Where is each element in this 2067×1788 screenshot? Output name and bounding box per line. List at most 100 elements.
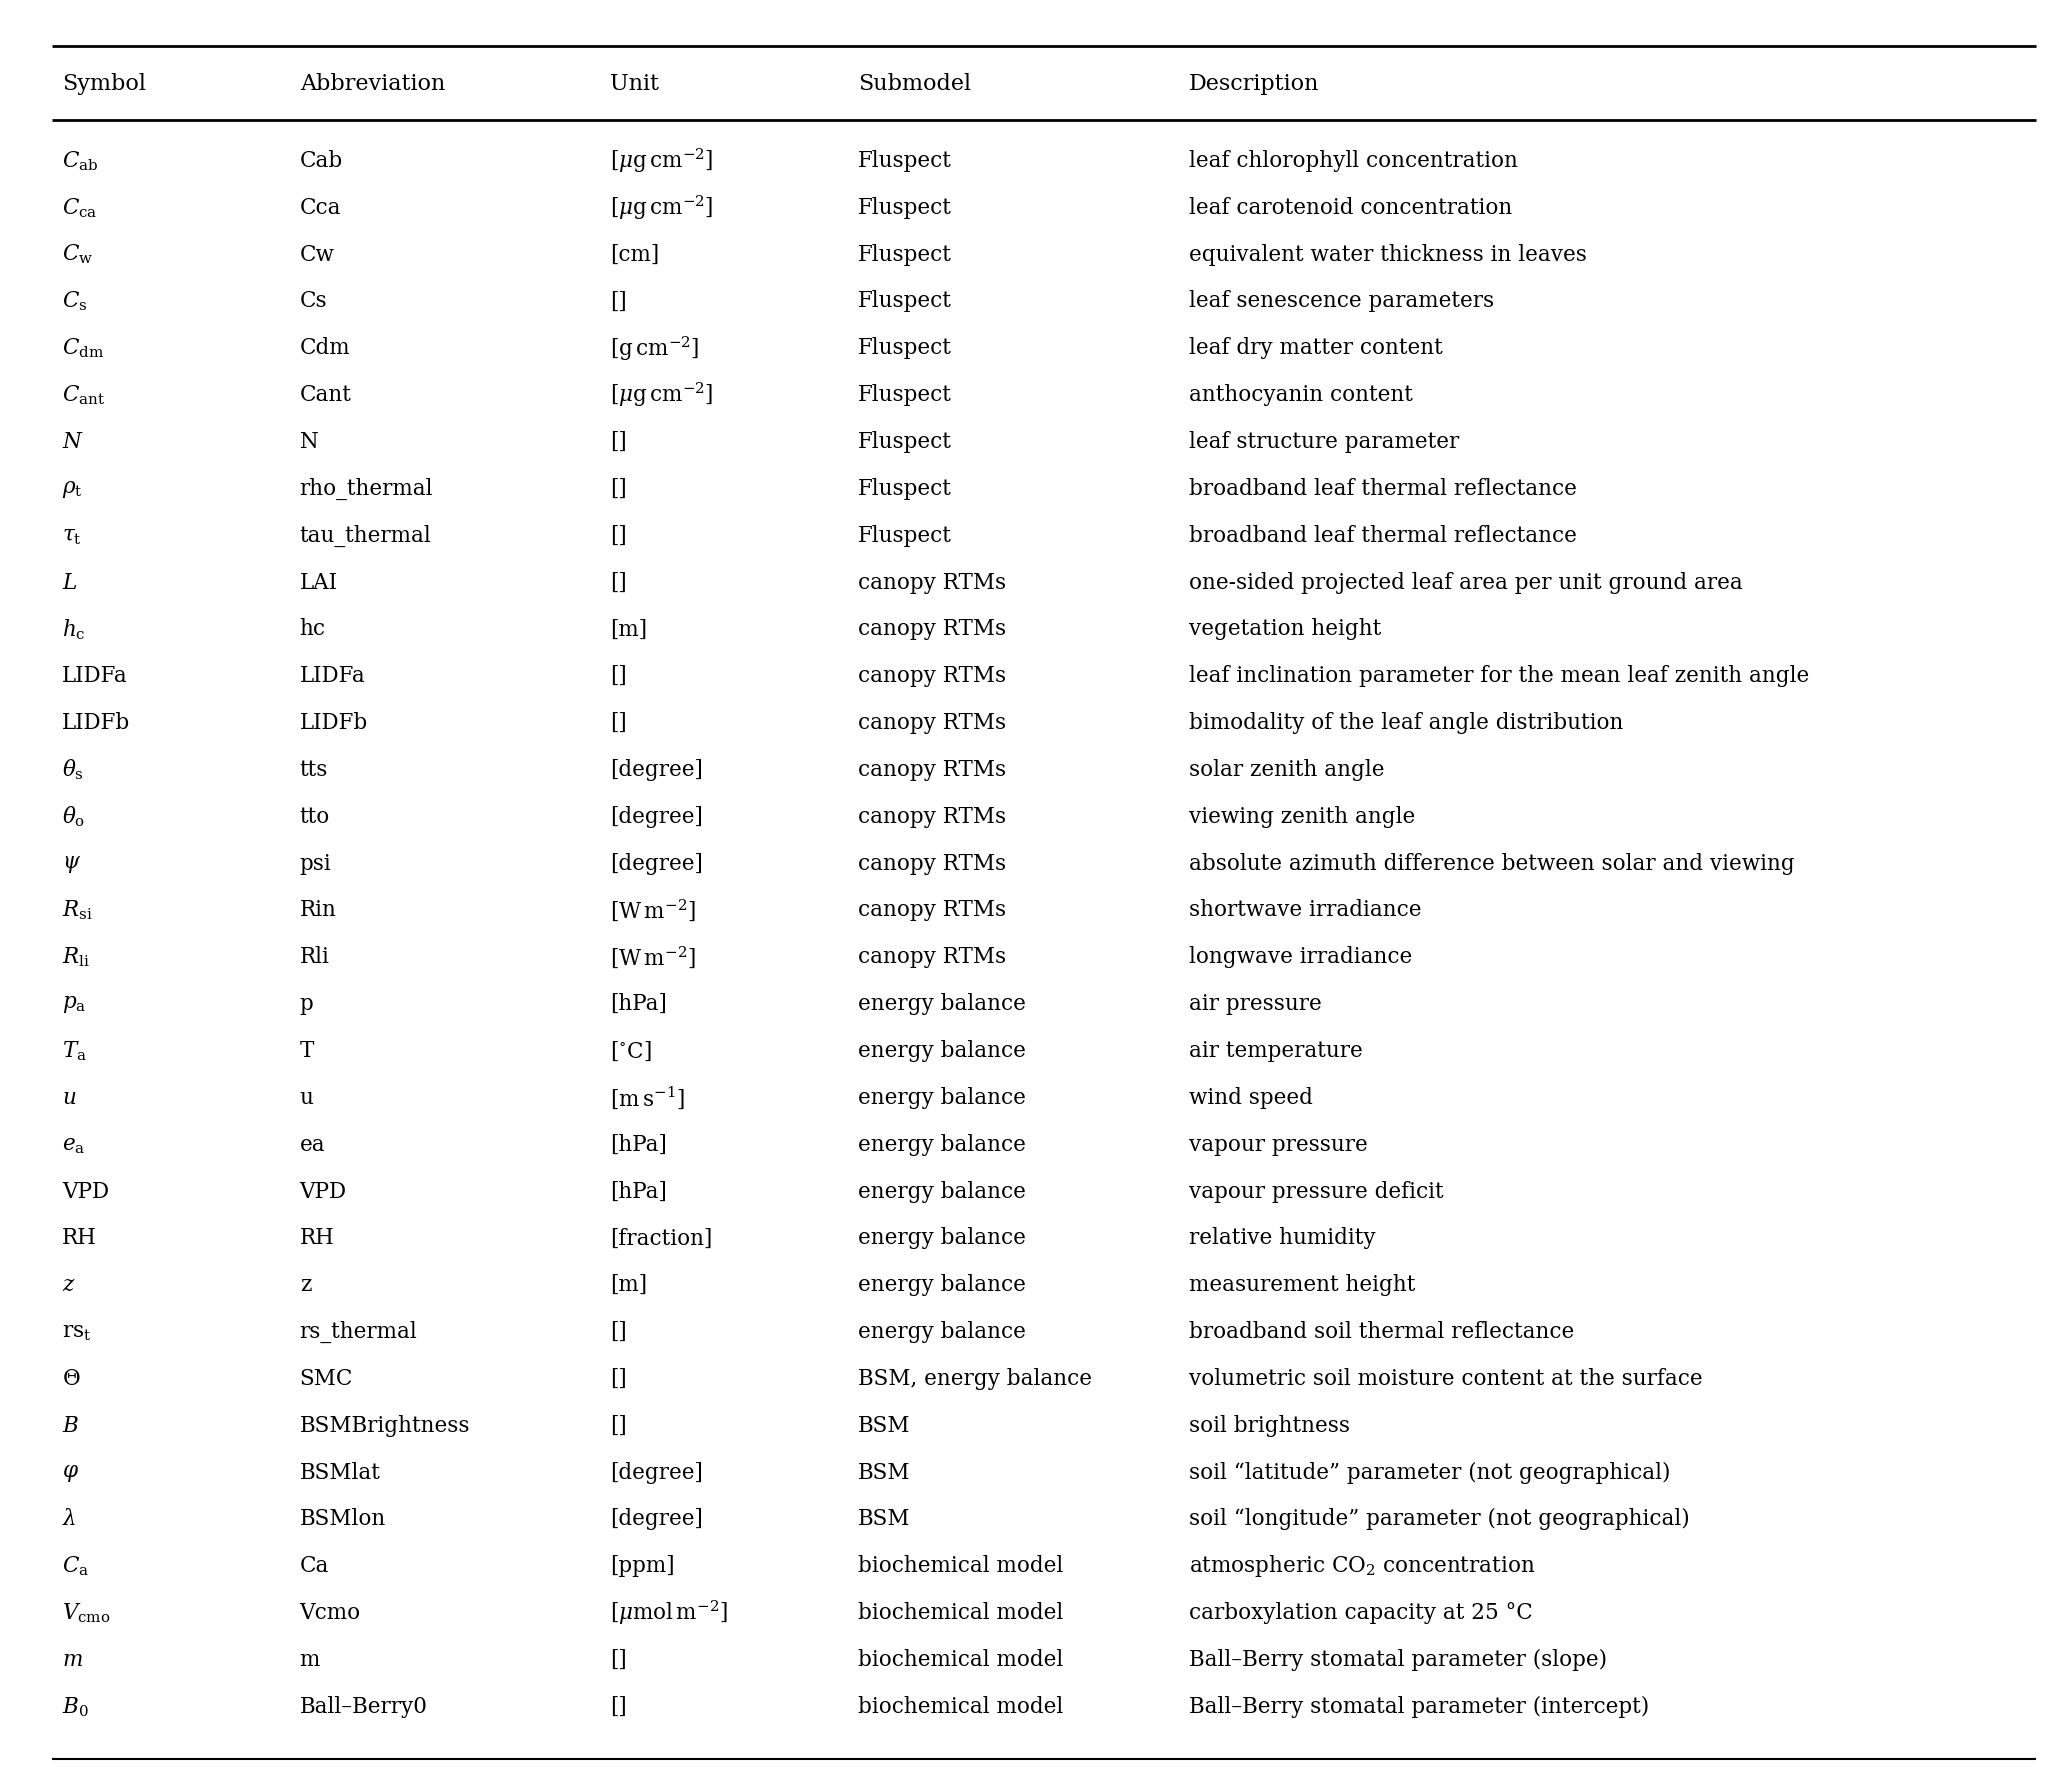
Text: $\theta_{\mathrm{o}}$: $\theta_{\mathrm{o}}$ [62, 805, 85, 830]
Text: Rli: Rli [300, 946, 329, 969]
Text: Submodel: Submodel [858, 73, 971, 95]
Text: Cs: Cs [300, 290, 327, 313]
Text: [W$\,$m$^{-2}$]: [W$\,$m$^{-2}$] [610, 898, 695, 923]
Text: energy balance: energy balance [858, 1321, 1025, 1343]
Text: canopy RTMs: canopy RTMs [858, 572, 1007, 594]
Text: $\lambda$: $\lambda$ [62, 1509, 76, 1531]
Text: $C_{\mathrm{dm}}$: $C_{\mathrm{dm}}$ [62, 336, 103, 359]
Text: []: [] [610, 524, 626, 547]
Text: broadband soil thermal reflectance: broadband soil thermal reflectance [1189, 1321, 1573, 1343]
Text: [$\mu$g$\,$cm$^{-2}$]: [$\mu$g$\,$cm$^{-2}$] [610, 193, 713, 222]
Text: equivalent water thickness in leaves: equivalent water thickness in leaves [1189, 243, 1585, 266]
Text: [m$\,$s$^{-1}$]: [m$\,$s$^{-1}$] [610, 1085, 684, 1110]
Text: energy balance: energy balance [858, 992, 1025, 1016]
Text: biochemical model: biochemical model [858, 1602, 1062, 1624]
Text: Fluspect: Fluspect [858, 524, 951, 547]
Text: [cm]: [cm] [610, 243, 659, 266]
Text: $C_{\mathrm{ab}}$: $C_{\mathrm{ab}}$ [62, 148, 99, 173]
Text: leaf dry matter content: leaf dry matter content [1189, 338, 1443, 359]
Text: N: N [300, 431, 318, 452]
Text: []: [] [610, 1695, 626, 1718]
Text: u: u [300, 1087, 314, 1109]
Text: $\varphi$: $\varphi$ [62, 1461, 79, 1484]
Text: Ball–Berry0: Ball–Berry0 [300, 1695, 428, 1718]
Text: [W$\,$m$^{-2}$]: [W$\,$m$^{-2}$] [610, 944, 695, 971]
Text: soil brightness: soil brightness [1189, 1414, 1350, 1438]
Text: LAI: LAI [300, 572, 337, 594]
Text: BSMlat: BSMlat [300, 1461, 380, 1484]
Text: LIDFa: LIDFa [62, 665, 128, 687]
Text: carboxylation capacity at 25 °C: carboxylation capacity at 25 °C [1189, 1602, 1532, 1624]
Text: bimodality of the leaf angle distribution: bimodality of the leaf angle distributio… [1189, 712, 1623, 735]
Text: Fluspect: Fluspect [858, 338, 951, 359]
Text: leaf inclination parameter for the mean leaf zenith angle: leaf inclination parameter for the mean … [1189, 665, 1809, 687]
Text: m: m [300, 1649, 320, 1672]
Text: $B_{0}$: $B_{0}$ [62, 1695, 89, 1718]
Text: tts: tts [300, 758, 329, 781]
Text: $h_{\mathrm{c}}$: $h_{\mathrm{c}}$ [62, 617, 85, 642]
Text: [$\mu$g$\,$cm$^{-2}$]: [$\mu$g$\,$cm$^{-2}$] [610, 147, 713, 175]
Text: []: [] [610, 1649, 626, 1672]
Text: $z$: $z$ [62, 1275, 76, 1296]
Text: $\theta_{\mathrm{s}}$: $\theta_{\mathrm{s}}$ [62, 758, 85, 781]
Text: BSM, energy balance: BSM, energy balance [858, 1368, 1091, 1389]
Text: Unit: Unit [610, 73, 659, 95]
Text: [degree]: [degree] [610, 1461, 703, 1484]
Text: tto: tto [300, 806, 331, 828]
Text: BSM: BSM [858, 1461, 909, 1484]
Text: energy balance: energy balance [858, 1134, 1025, 1155]
Text: $L$: $L$ [62, 572, 76, 594]
Text: Rin: Rin [300, 899, 337, 921]
Text: [hPa]: [hPa] [610, 992, 668, 1016]
Text: $\psi$: $\psi$ [62, 853, 81, 874]
Text: [degree]: [degree] [610, 758, 703, 781]
Text: hc: hc [300, 619, 327, 640]
Text: broadband leaf thermal reflectance: broadband leaf thermal reflectance [1189, 524, 1577, 547]
Text: leaf chlorophyll concentration: leaf chlorophyll concentration [1189, 150, 1517, 172]
Text: broadband leaf thermal reflectance: broadband leaf thermal reflectance [1189, 477, 1577, 501]
Text: z: z [300, 1275, 312, 1296]
Text: Fluspect: Fluspect [858, 243, 951, 266]
Text: air pressure: air pressure [1189, 992, 1321, 1016]
Text: []: [] [610, 1321, 626, 1343]
Text: Fluspect: Fluspect [858, 197, 951, 218]
Text: LIDFa: LIDFa [300, 665, 366, 687]
Text: []: [] [610, 1414, 626, 1438]
Text: BSMBrightness: BSMBrightness [300, 1414, 469, 1438]
Text: T: T [300, 1041, 314, 1062]
Text: $B$: $B$ [62, 1414, 79, 1438]
Text: biochemical model: biochemical model [858, 1556, 1062, 1577]
Text: canopy RTMs: canopy RTMs [858, 758, 1007, 781]
Text: [hPa]: [hPa] [610, 1134, 668, 1155]
Text: leaf carotenoid concentration: leaf carotenoid concentration [1189, 197, 1511, 218]
Text: leaf structure parameter: leaf structure parameter [1189, 431, 1459, 452]
Text: [hPa]: [hPa] [610, 1180, 668, 1203]
Text: canopy RTMs: canopy RTMs [858, 619, 1007, 640]
Text: Fluspect: Fluspect [858, 290, 951, 313]
Text: []: [] [610, 431, 626, 452]
Text: RH: RH [300, 1227, 335, 1250]
Text: BSM: BSM [858, 1509, 909, 1531]
Text: Cw: Cw [300, 243, 335, 266]
Text: LIDFb: LIDFb [62, 712, 130, 735]
Text: []: [] [610, 712, 626, 735]
Text: shortwave irradiance: shortwave irradiance [1189, 899, 1420, 921]
Text: $u$: $u$ [62, 1087, 76, 1109]
Text: canopy RTMs: canopy RTMs [858, 665, 1007, 687]
Text: soil “latitude” parameter (not geographical): soil “latitude” parameter (not geographi… [1189, 1461, 1670, 1484]
Text: [$^{\circ}$C]: [$^{\circ}$C] [610, 1039, 651, 1062]
Text: longwave irradiance: longwave irradiance [1189, 946, 1412, 969]
Text: energy balance: energy balance [858, 1180, 1025, 1203]
Text: canopy RTMs: canopy RTMs [858, 712, 1007, 735]
Text: [degree]: [degree] [610, 853, 703, 874]
Text: $V_{\mathrm{cmo}}$: $V_{\mathrm{cmo}}$ [62, 1602, 110, 1625]
Text: energy balance: energy balance [858, 1087, 1025, 1109]
Text: canopy RTMs: canopy RTMs [858, 806, 1007, 828]
Text: biochemical model: biochemical model [858, 1649, 1062, 1672]
Text: $e_{\mathrm{a}}$: $e_{\mathrm{a}}$ [62, 1134, 85, 1155]
Text: [m]: [m] [610, 1275, 647, 1296]
Text: [fraction]: [fraction] [610, 1227, 713, 1250]
Text: $\rho_{\mathrm{t}}$: $\rho_{\mathrm{t}}$ [62, 477, 83, 501]
Text: []: [] [610, 665, 626, 687]
Text: vegetation height: vegetation height [1189, 619, 1381, 640]
